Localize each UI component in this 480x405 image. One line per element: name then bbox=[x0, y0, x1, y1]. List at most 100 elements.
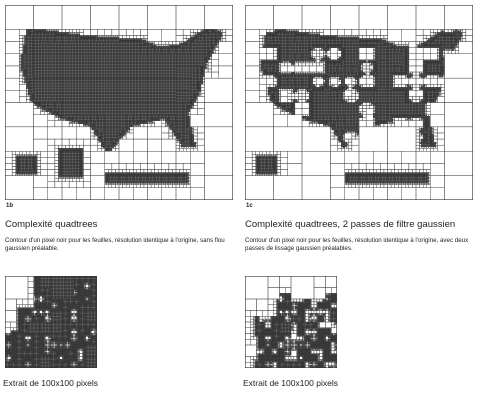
leaf bbox=[211, 65, 219, 73]
leaf bbox=[83, 157, 91, 164]
leaf-filled bbox=[113, 143, 116, 146]
leaf-filled bbox=[310, 47, 313, 50]
leaf-filled bbox=[362, 41, 367, 45]
leaf-filled bbox=[438, 52, 442, 54]
leaf-filled bbox=[341, 80, 344, 83]
leaf-filled bbox=[27, 30, 31, 33]
leaf bbox=[161, 183, 164, 185]
leaf bbox=[369, 74, 374, 79]
leaf-filled bbox=[61, 148, 64, 150]
leaf bbox=[451, 50, 456, 54]
leaf-filled bbox=[280, 87, 283, 89]
leaf-filled bbox=[15, 170, 18, 173]
leaf-filled bbox=[398, 45, 401, 48]
leaf-filled bbox=[376, 50, 381, 54]
leaf bbox=[170, 183, 173, 185]
leaf-filled bbox=[20, 62, 23, 65]
leaf-filled bbox=[35, 170, 38, 173]
leaf-filled bbox=[35, 102, 38, 105]
leaf-filled bbox=[49, 111, 52, 114]
leaf-filled bbox=[93, 36, 97, 39]
leaf-filled bbox=[390, 88, 394, 91]
leaf-filled bbox=[188, 39, 191, 42]
leaf bbox=[392, 85, 395, 88]
leaf-filled bbox=[24, 50, 27, 53]
leaf-filled bbox=[444, 47, 447, 50]
leaf bbox=[365, 65, 370, 70]
leaf-filled bbox=[337, 44, 340, 47]
leaf bbox=[339, 79, 342, 82]
leaf bbox=[140, 184, 145, 188]
leaf-filled bbox=[138, 120, 141, 123]
leaf-filled bbox=[341, 74, 345, 79]
leaf bbox=[101, 146, 104, 149]
leaf bbox=[118, 187, 134, 200]
leaf-filled bbox=[20, 67, 23, 70]
leaf bbox=[182, 146, 186, 149]
leaf-filled bbox=[456, 39, 459, 42]
leaf bbox=[186, 184, 191, 188]
leaf-filled bbox=[292, 99, 296, 102]
leaf-filled bbox=[197, 32, 200, 35]
leaf-filled bbox=[45, 108, 48, 111]
leaf bbox=[190, 148, 194, 152]
leaf-filled bbox=[440, 33, 443, 36]
leaf bbox=[118, 183, 121, 185]
leaf bbox=[433, 29, 438, 33]
leaf-filled bbox=[204, 30, 207, 33]
leaf-filled bbox=[406, 70, 410, 73]
leaf-filled bbox=[158, 173, 161, 176]
leaf-filled bbox=[314, 85, 317, 88]
leaf-filled bbox=[326, 62, 331, 67]
leaf bbox=[97, 29, 105, 36]
leaf-filled bbox=[460, 35, 463, 38]
leaf-filled bbox=[362, 38, 365, 41]
leaf bbox=[341, 35, 344, 38]
leaf bbox=[365, 71, 370, 76]
leaf-filled bbox=[179, 172, 182, 175]
leaf-filled bbox=[166, 172, 170, 175]
leaf-filled bbox=[364, 38, 367, 41]
leaf-filled bbox=[422, 45, 426, 48]
leaf bbox=[328, 80, 331, 83]
leaf-filled bbox=[310, 97, 313, 100]
leaf-filled bbox=[298, 33, 301, 36]
leaf bbox=[118, 29, 127, 36]
leaf bbox=[225, 29, 233, 36]
leaf bbox=[190, 35, 193, 38]
leaf-filled bbox=[332, 88, 335, 91]
leaf-filled bbox=[319, 85, 322, 88]
leaf bbox=[190, 29, 194, 33]
leaf-filled bbox=[284, 84, 288, 88]
leaf-filled bbox=[168, 125, 171, 128]
leaf-filled bbox=[360, 44, 363, 47]
leaf-filled bbox=[351, 71, 356, 76]
leaf-filled bbox=[15, 169, 18, 172]
leaf bbox=[188, 176, 191, 179]
leaf-filled bbox=[60, 173, 63, 176]
leaf bbox=[133, 169, 137, 173]
leaf-filled bbox=[186, 176, 189, 179]
leaf-filled bbox=[106, 36, 109, 39]
leaf bbox=[38, 106, 41, 109]
leaf-filled bbox=[323, 36, 326, 39]
leaf-filled bbox=[154, 45, 157, 48]
leaf bbox=[430, 47, 438, 54]
leaf bbox=[314, 61, 317, 64]
leaf-filled bbox=[92, 123, 95, 126]
leaf-filled bbox=[51, 112, 54, 115]
leaf bbox=[259, 29, 267, 36]
leaf-filled bbox=[27, 172, 31, 175]
leaf bbox=[365, 59, 369, 62]
leaf-filled bbox=[371, 59, 374, 62]
leaf bbox=[316, 76, 319, 79]
leaf-filled bbox=[72, 148, 75, 150]
leaf-filled bbox=[276, 96, 280, 99]
leaf-filled bbox=[314, 73, 317, 76]
leaf-filled bbox=[26, 155, 29, 158]
leaf-filled bbox=[458, 35, 461, 38]
leaf-filled bbox=[186, 117, 189, 120]
leaf-filled bbox=[99, 138, 102, 141]
leaf-filled bbox=[81, 120, 84, 123]
leaf bbox=[150, 183, 154, 185]
